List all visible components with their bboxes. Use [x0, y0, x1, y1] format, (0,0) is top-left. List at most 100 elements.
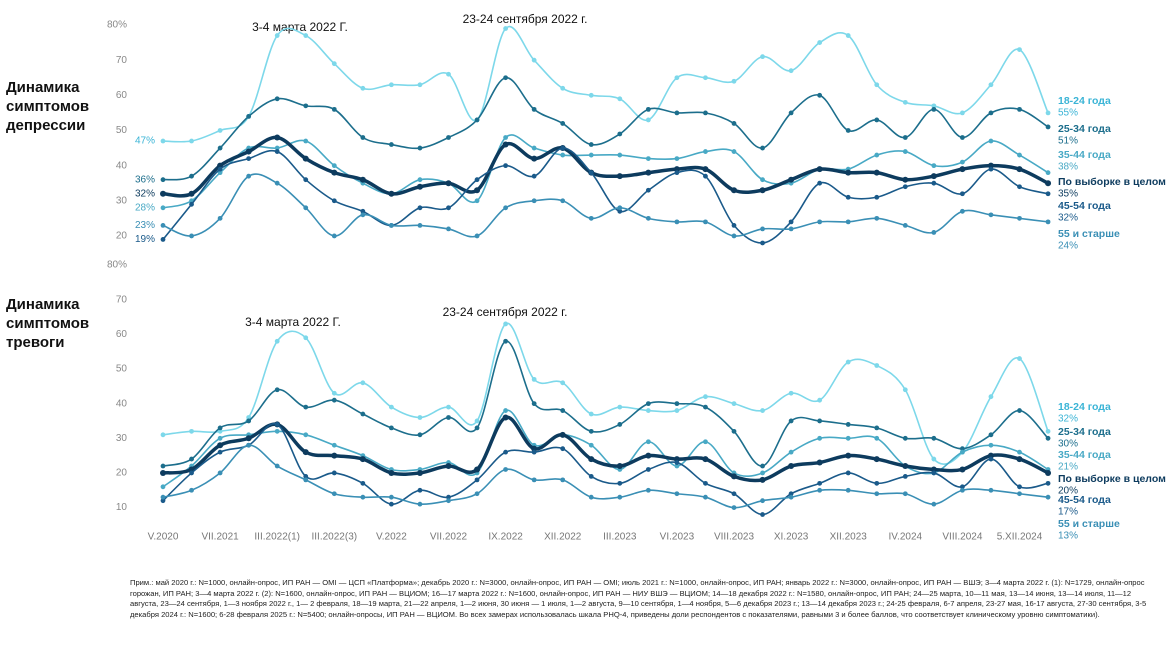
data-point	[645, 187, 651, 193]
data-point	[760, 512, 765, 517]
data-point	[845, 452, 852, 459]
data-point	[988, 456, 994, 462]
data-point	[303, 103, 309, 109]
data-point	[560, 380, 566, 386]
data-point	[303, 335, 309, 341]
data-point	[760, 240, 765, 246]
data-point	[788, 110, 794, 116]
data-point	[874, 82, 880, 88]
data-point	[817, 40, 823, 45]
x-tick-label: III.2023	[603, 532, 637, 543]
value-label: 13%	[1058, 531, 1078, 542]
data-point	[902, 222, 908, 228]
data-point	[189, 428, 194, 434]
data-point	[874, 194, 880, 200]
data-point	[960, 191, 965, 197]
data-point	[331, 233, 337, 239]
data-point	[731, 233, 737, 239]
data-point	[274, 422, 280, 427]
data-point	[331, 442, 337, 448]
data-point	[845, 128, 851, 133]
data-point	[817, 435, 823, 441]
data-point	[531, 376, 537, 382]
data-point	[503, 449, 508, 455]
data-point	[817, 418, 823, 424]
data-point	[817, 92, 823, 98]
x-tick-label: VIII.2024	[942, 532, 982, 543]
y-tick-label: 20	[116, 231, 128, 242]
data-point	[474, 117, 480, 123]
data-point	[303, 33, 309, 38]
data-point	[817, 219, 823, 225]
data-point	[874, 425, 880, 431]
data-point	[502, 414, 509, 421]
legend-label: 25-34 года	[1058, 123, 1111, 135]
data-point	[931, 435, 937, 441]
series-line	[162, 422, 1049, 516]
data-point	[274, 428, 280, 434]
series-line	[162, 76, 1049, 181]
data-point	[731, 149, 737, 154]
data-point	[674, 156, 680, 161]
legend-label: 55 и старше	[1058, 518, 1120, 530]
legend-label: 35-44 года	[1058, 449, 1111, 461]
data-point	[560, 121, 566, 126]
data-point	[246, 442, 252, 448]
data-point	[902, 491, 908, 497]
data-point	[960, 159, 965, 165]
data-point	[845, 435, 851, 441]
data-point	[845, 219, 851, 225]
footnote: Прим.: май 2020 г.: N=1000, онлайн-опрос…	[130, 578, 1147, 619]
data-point	[302, 155, 309, 162]
data-point	[1045, 110, 1051, 116]
value-label: 23%	[135, 220, 155, 231]
data-point	[845, 194, 851, 200]
data-point	[359, 176, 366, 183]
data-point	[389, 222, 394, 228]
data-point	[674, 463, 680, 469]
data-point	[274, 338, 280, 344]
data-point	[417, 487, 423, 493]
data-point	[303, 474, 309, 479]
data-point	[417, 82, 423, 88]
data-point	[160, 498, 166, 504]
data-point	[389, 425, 394, 431]
chart: 80% 70 60 50 40 30 20 3-4 марта 2022 Г. 23-24 се…	[107, 12, 1166, 543]
data-point	[217, 435, 223, 441]
data-point	[988, 432, 994, 438]
data-point	[703, 110, 708, 116]
data-point	[588, 428, 594, 434]
data-point	[988, 442, 994, 448]
data-point	[217, 128, 223, 133]
data-point	[274, 145, 280, 151]
data-point	[902, 387, 908, 393]
data-point	[474, 177, 480, 183]
data-point	[416, 469, 423, 476]
y-tick-label: 20	[116, 468, 128, 479]
data-point	[560, 152, 566, 158]
data-point	[617, 480, 623, 486]
data-point	[930, 466, 937, 473]
y-tick-label: 30	[116, 195, 128, 206]
data-point	[960, 135, 965, 140]
data-point	[788, 226, 794, 232]
data-point	[360, 85, 366, 91]
data-point	[588, 456, 595, 463]
data-point	[617, 404, 623, 410]
data-point	[702, 456, 709, 463]
series-line	[162, 415, 1049, 483]
data-point	[816, 459, 823, 466]
data-point	[160, 138, 166, 144]
data-point	[1016, 166, 1023, 173]
data-point	[760, 54, 765, 60]
data-point	[988, 110, 994, 116]
legend-label: По выборке в целом	[1058, 473, 1166, 485]
x-tick-label: VII.2022	[430, 532, 468, 543]
data-point	[331, 198, 337, 204]
annotation: 3-4 марта 2022 Г.	[245, 315, 341, 329]
data-point	[645, 169, 652, 176]
data-point	[703, 394, 708, 400]
data-point	[588, 170, 594, 176]
data-point	[160, 190, 166, 197]
data-point	[446, 205, 451, 211]
